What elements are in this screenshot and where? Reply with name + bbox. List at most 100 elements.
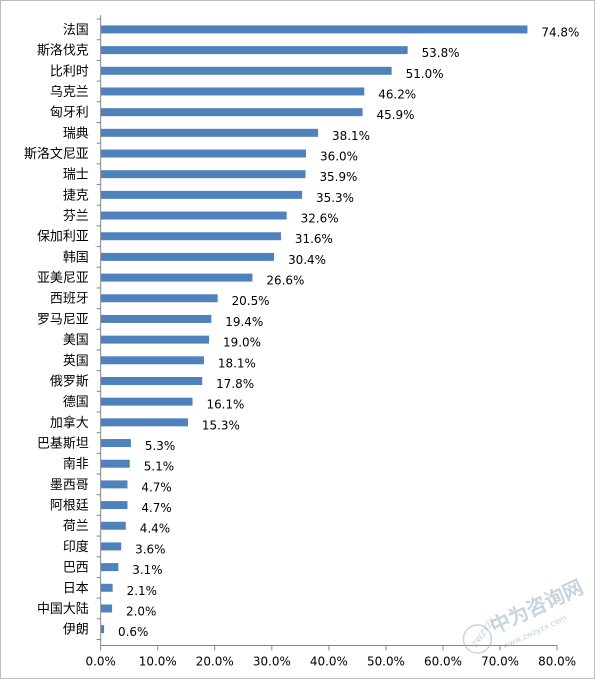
data-label: 31.6% bbox=[295, 232, 333, 246]
data-label: 18.1% bbox=[218, 356, 256, 370]
category-label: 伊朗 bbox=[63, 623, 89, 638]
bar bbox=[100, 583, 113, 592]
watermark-logo-icon bbox=[462, 624, 493, 654]
bar bbox=[100, 294, 218, 303]
bars-group bbox=[100, 25, 528, 634]
category-label: 巴基斯坦 bbox=[37, 437, 89, 452]
bar bbox=[100, 149, 307, 158]
axes-group bbox=[96, 15, 558, 651]
bar bbox=[100, 128, 319, 137]
category-label: 瑞士 bbox=[63, 168, 89, 183]
category-label: 俄罗斯 bbox=[50, 374, 89, 389]
bar bbox=[100, 439, 131, 448]
bar bbox=[100, 232, 281, 241]
bar bbox=[100, 211, 287, 220]
data-label: 3.1% bbox=[132, 563, 162, 577]
bar bbox=[100, 625, 105, 634]
x-tick-label: 20.0% bbox=[196, 654, 234, 668]
bar bbox=[100, 87, 365, 96]
category-label: 罗马尼亚 bbox=[37, 312, 89, 327]
data-label: 45.9% bbox=[377, 108, 415, 122]
category-label: 韩国 bbox=[63, 250, 89, 265]
x-tick-label: 50.0% bbox=[367, 654, 405, 668]
category-label: 日本 bbox=[63, 581, 89, 596]
data-label: 2.0% bbox=[126, 604, 156, 618]
x-tick-labels: 0.0% 10.0% 20.0% 30.0% 40.0% 50.0% 60.0% 70.0% 8… bbox=[85, 654, 576, 668]
value-labels: 74.8% 53.8% 51.0% 46.2% 45.9% 38.1% 36.0% 35.9%… bbox=[118, 25, 579, 639]
x-tick-label: 0.0% bbox=[85, 654, 115, 668]
data-label: 4.7% bbox=[141, 501, 171, 515]
category-label: 斯洛伐克 bbox=[37, 44, 89, 59]
bar bbox=[100, 190, 303, 199]
category-label: 英国 bbox=[63, 354, 89, 369]
category-label: 匈牙利 bbox=[50, 106, 89, 121]
data-label: 4.7% bbox=[141, 480, 171, 494]
x-tick-label: 70.0% bbox=[481, 654, 519, 668]
bar bbox=[100, 108, 363, 117]
bar bbox=[100, 604, 113, 613]
bar bbox=[100, 459, 130, 468]
bar bbox=[100, 521, 126, 530]
bar bbox=[100, 542, 122, 551]
bar bbox=[100, 170, 306, 179]
data-label: 4.4% bbox=[140, 522, 170, 536]
data-label: 5.1% bbox=[144, 460, 174, 474]
bar bbox=[100, 252, 275, 261]
category-label: 巴西 bbox=[63, 561, 89, 576]
bar bbox=[100, 397, 193, 406]
category-label: 墨西哥 bbox=[50, 478, 89, 493]
bar bbox=[100, 418, 188, 427]
data-label: 46.2% bbox=[378, 87, 416, 101]
data-label: 38.1% bbox=[332, 129, 370, 143]
category-label: 芬兰 bbox=[63, 209, 89, 224]
x-tick-label: 80.0% bbox=[538, 654, 576, 668]
category-label: 美国 bbox=[63, 333, 89, 348]
category-label: 亚美尼亚 bbox=[37, 271, 89, 286]
data-label: 19.0% bbox=[223, 336, 261, 350]
category-label: 荷兰 bbox=[63, 519, 89, 534]
data-label: 15.3% bbox=[202, 418, 240, 432]
bar bbox=[100, 25, 528, 34]
data-label: 30.4% bbox=[288, 253, 326, 267]
data-label: 53.8% bbox=[422, 46, 460, 60]
category-label: 乌克兰 bbox=[50, 84, 89, 100]
bar bbox=[100, 501, 128, 510]
bar bbox=[100, 66, 392, 75]
data-label: 35.9% bbox=[319, 170, 357, 184]
data-label: 5.3% bbox=[145, 439, 175, 453]
data-label: 17.8% bbox=[216, 377, 254, 391]
data-label: 2.1% bbox=[127, 584, 157, 598]
category-label: 中国大陆 bbox=[37, 601, 89, 617]
data-label: 74.8% bbox=[541, 25, 579, 39]
bar bbox=[100, 273, 253, 282]
category-label: 加拿大 bbox=[50, 415, 89, 431]
category-label: 瑞典 bbox=[63, 126, 89, 141]
bar bbox=[100, 356, 204, 365]
data-label: 32.6% bbox=[301, 212, 339, 226]
data-label: 20.5% bbox=[232, 294, 270, 308]
category-labels: 法国斯洛伐克比利时乌克兰匈牙利瑞典斯洛文尼亚瑞士捷克芬兰保加利亚韩国亚美尼亚西班… bbox=[24, 23, 89, 638]
category-label: 西班牙 bbox=[50, 292, 89, 307]
category-label: 印度 bbox=[63, 539, 89, 555]
bar bbox=[100, 563, 119, 572]
x-tick-label: 30.0% bbox=[253, 654, 291, 668]
data-label: 51.0% bbox=[406, 67, 444, 81]
category-label: 德国 bbox=[63, 395, 89, 410]
category-label: 南非 bbox=[63, 456, 89, 472]
bar bbox=[100, 46, 408, 55]
data-label: 3.6% bbox=[135, 542, 165, 556]
x-tick-label: 10.0% bbox=[139, 654, 177, 668]
data-label: 19.4% bbox=[225, 315, 263, 329]
category-label: 捷克 bbox=[63, 188, 89, 203]
data-label: 36.0% bbox=[320, 149, 358, 163]
bar bbox=[100, 335, 210, 344]
data-label: 26.6% bbox=[266, 274, 304, 288]
category-label: 法国 bbox=[63, 23, 89, 38]
category-label: 斯洛文尼亚 bbox=[24, 147, 89, 162]
data-label: 0.6% bbox=[118, 625, 148, 639]
category-label: 比利时 bbox=[50, 64, 89, 79]
category-label: 保加利亚 bbox=[37, 230, 89, 245]
x-tick-label: 40.0% bbox=[310, 654, 348, 668]
bar bbox=[100, 314, 212, 323]
